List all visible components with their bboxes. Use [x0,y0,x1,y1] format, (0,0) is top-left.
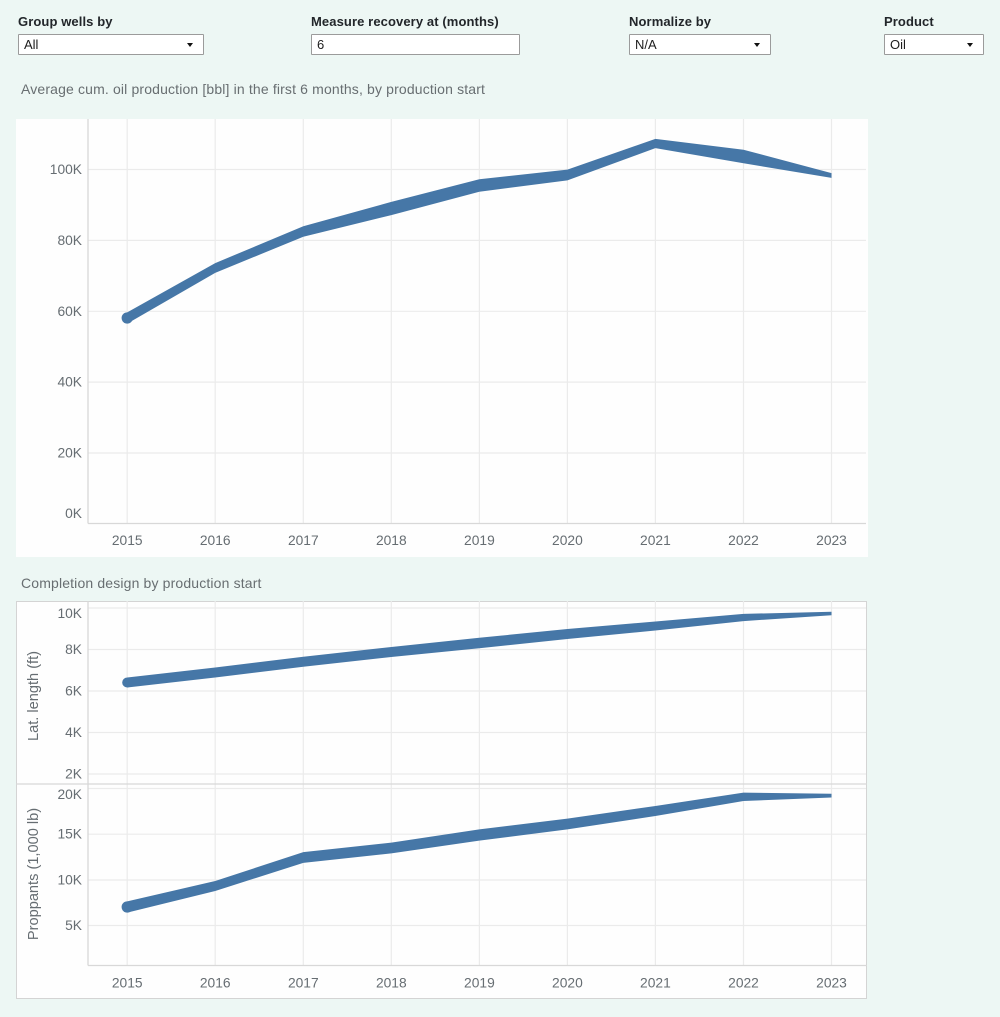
svg-text:20K: 20K [57,446,82,461]
svg-text:100K: 100K [50,162,83,177]
svg-text:2020: 2020 [552,533,583,548]
svg-text:2019: 2019 [464,533,495,548]
svg-text:2020: 2020 [552,976,583,991]
svg-text:Proppants (1,000 lb): Proppants (1,000 lb) [26,808,42,940]
svg-text:15K: 15K [57,827,82,842]
svg-text:2018: 2018 [376,533,407,548]
svg-text:5K: 5K [65,918,83,933]
svg-text:40K: 40K [57,375,82,390]
svg-text:8K: 8K [65,642,83,657]
svg-text:2K: 2K [65,767,83,782]
svg-text:2017: 2017 [288,533,319,548]
svg-text:6K: 6K [65,684,83,699]
svg-text:20K: 20K [57,787,82,802]
svg-text:2023: 2023 [816,533,847,548]
svg-text:2022: 2022 [728,976,759,991]
svg-text:10K: 10K [57,606,82,621]
svg-text:2019: 2019 [464,976,495,991]
svg-text:2017: 2017 [288,976,319,991]
svg-text:2021: 2021 [640,976,671,991]
svg-text:2023: 2023 [816,976,847,991]
svg-text:2015: 2015 [112,976,143,991]
svg-text:2016: 2016 [200,533,231,548]
svg-text:0K: 0K [65,506,83,521]
svg-text:80K: 80K [57,233,82,248]
svg-text:2016: 2016 [200,976,231,991]
svg-text:2021: 2021 [640,533,671,548]
svg-text:Lat. length (ft): Lat. length (ft) [26,651,42,741]
svg-text:2018: 2018 [376,976,407,991]
svg-text:4K: 4K [65,725,83,740]
svg-text:2015: 2015 [112,533,143,548]
svg-text:2022: 2022 [728,533,759,548]
svg-text:10K: 10K [57,873,82,888]
svg-text:60K: 60K [57,304,82,319]
